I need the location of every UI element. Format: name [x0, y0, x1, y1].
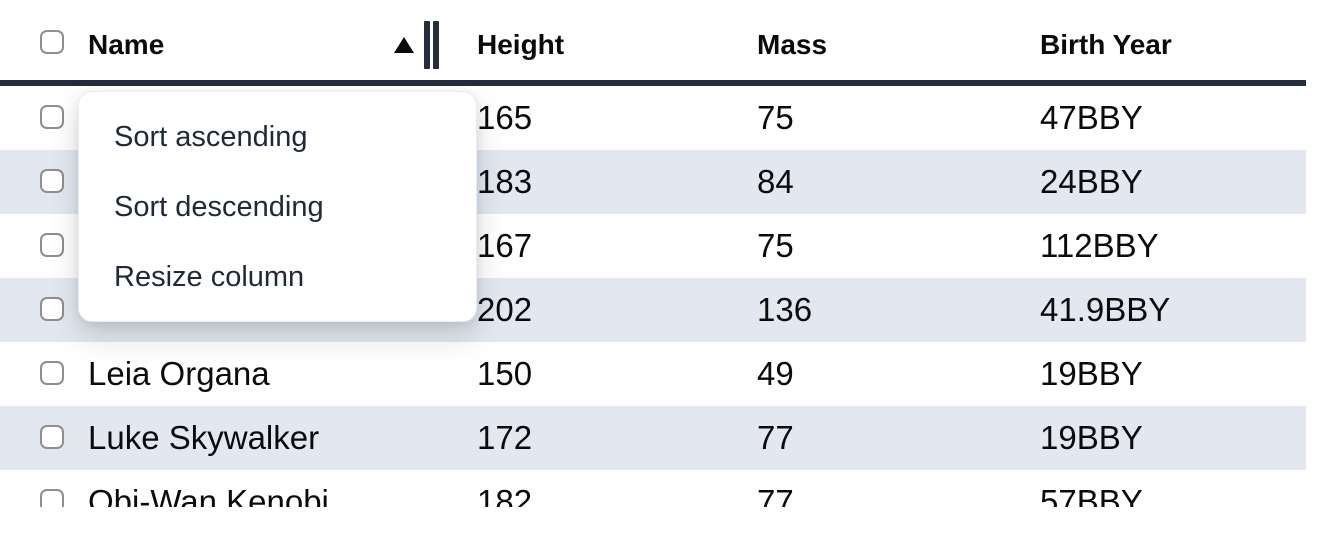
- cell-birth-year: 47BBY: [1040, 99, 1143, 136]
- cell-birth-year: 19BBY: [1040, 355, 1143, 392]
- table-row: Leia Organa 150 49 19BBY: [0, 342, 1306, 406]
- cell-birth-year: 24BBY: [1040, 163, 1143, 200]
- column-header-birth-year[interactable]: Birth Year: [1040, 29, 1172, 60]
- column-resize-handle-icon[interactable]: [424, 21, 439, 69]
- cell-mass: 75: [757, 227, 794, 264]
- cell-mass: 136: [757, 291, 813, 328]
- row-checkbox-cell: [0, 163, 88, 201]
- column-context-menu: Sort ascending Sort descending Resize co…: [78, 91, 477, 322]
- cell-birth-year: 57BBY: [1040, 483, 1143, 507]
- cell-height: 183: [477, 163, 533, 200]
- row-checkbox[interactable]: [40, 233, 64, 257]
- select-all-cell: [0, 29, 88, 61]
- row-checkbox[interactable]: [40, 169, 64, 193]
- row-checkbox[interactable]: [40, 425, 64, 449]
- cell-height: 182: [477, 483, 533, 507]
- cell-mass: 84: [757, 163, 794, 200]
- cell-height: 150: [477, 355, 533, 392]
- resize-bar-left: [424, 21, 430, 69]
- row-checkbox-cell: [0, 419, 88, 457]
- cell-mass: 49: [757, 355, 794, 392]
- row-checkbox[interactable]: [40, 297, 64, 321]
- table-row: Obi-Wan Kenobi 182 77 57BBY: [0, 470, 1306, 507]
- cell-name: Luke Skywalker: [88, 419, 320, 456]
- table-row: Luke Skywalker 172 77 19BBY: [0, 406, 1306, 470]
- cell-birth-year: 112BBY: [1040, 227, 1159, 264]
- column-header-name[interactable]: Name: [88, 21, 477, 69]
- row-checkbox[interactable]: [40, 361, 64, 385]
- cell-birth-year: 41.9BBY: [1040, 291, 1171, 328]
- row-checkbox-cell: [0, 483, 88, 507]
- row-checkbox[interactable]: [40, 105, 64, 129]
- cell-name: Obi-Wan Kenobi: [88, 483, 329, 507]
- cell-height: 172: [477, 419, 533, 456]
- column-header-height[interactable]: Height: [477, 29, 565, 60]
- cell-mass: 77: [757, 483, 794, 507]
- cell-name: Leia Organa: [88, 355, 270, 392]
- resize-bar-right: [433, 21, 439, 69]
- row-checkbox-cell: [0, 99, 88, 137]
- row-checkbox-cell: [0, 227, 88, 265]
- column-header-mass[interactable]: Mass: [757, 29, 828, 60]
- row-checkbox-cell: [0, 355, 88, 393]
- row-checkbox[interactable]: [40, 489, 64, 507]
- cell-birth-year: 19BBY: [1040, 419, 1143, 456]
- menu-item-resize-column[interactable]: Resize column: [114, 260, 305, 293]
- table-header-row: Name Height Mass Birth Year: [0, 0, 1306, 86]
- row-checkbox-cell: [0, 291, 88, 329]
- cell-height: 165: [477, 99, 533, 136]
- column-header-name-label: Name: [88, 29, 165, 60]
- sort-ascending-icon: [394, 37, 414, 53]
- menu-item-sort-descending[interactable]: Sort descending: [114, 190, 324, 223]
- select-all-checkbox[interactable]: [40, 30, 64, 54]
- cell-height: 202: [477, 291, 533, 328]
- cell-mass: 77: [757, 419, 794, 456]
- cell-mass: 75: [757, 99, 794, 136]
- data-table: Name Height Mass Birth Year 165 75 47BBY…: [0, 0, 1306, 507]
- cell-height: 167: [477, 227, 533, 264]
- menu-item-sort-ascending[interactable]: Sort ascending: [114, 120, 308, 153]
